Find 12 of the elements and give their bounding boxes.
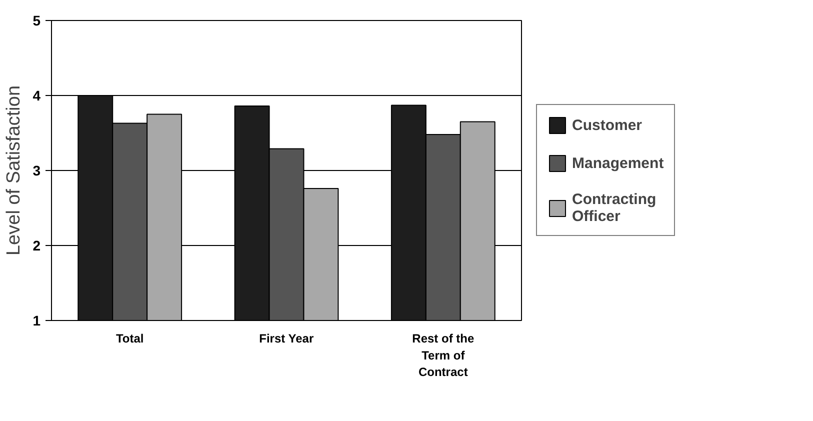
x-tick-label: Rest of the Term of Contract <box>412 332 474 380</box>
legend-label: Management <box>572 154 664 172</box>
legend-label: Contracting Officer <box>572 191 656 225</box>
y-axis-title: Level of Satisfaction <box>4 85 25 256</box>
x-tick-label: Total <box>116 332 144 346</box>
y-tick-label: 3 <box>32 162 41 178</box>
legend-label: Customer <box>572 116 642 134</box>
y-tick-label: 4 <box>32 88 41 104</box>
y-tick-label: 5 <box>32 12 41 28</box>
y-tick-label: 2 <box>32 238 41 254</box>
x-tick-label: First Year <box>259 332 314 346</box>
y-tick-label: 1 <box>32 312 41 328</box>
